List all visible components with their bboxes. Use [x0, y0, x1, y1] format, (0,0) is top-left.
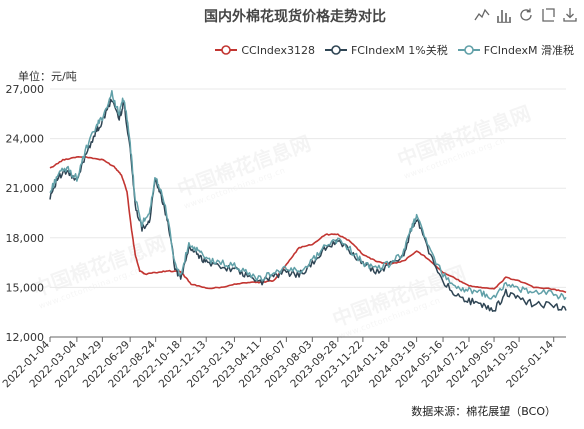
source-note: 数据来源：棉花展望（BCO） [411, 405, 556, 418]
unit-label: 单位：元/吨 [18, 70, 77, 83]
y-tick-label: 12,000 [6, 331, 45, 344]
series-line-1 [49, 98, 567, 312]
legend: CCIndex3128 FCIndexM 1%关税 FCIndexM 滑准税 [215, 42, 574, 58]
legend-swatch-fcs-icon [457, 45, 480, 55]
legend-item-fcs[interactable]: FCIndexM 滑准税 [457, 42, 574, 58]
y-tick-label: 27,000 [6, 83, 45, 96]
y-tick-label: 18,000 [6, 232, 45, 245]
restore-icon[interactable] [539, 6, 556, 23]
y-tick-label: 21,000 [6, 182, 45, 195]
legend-label-fc1: FCIndexM 1%关税 [350, 44, 448, 57]
bar-chart-icon[interactable] [495, 6, 512, 23]
refresh-icon[interactable] [517, 6, 534, 23]
toolbox [473, 6, 578, 23]
download-icon[interactable] [561, 6, 578, 23]
y-tick-label: 15,000 [6, 281, 45, 294]
legend-item-fc1[interactable]: FCIndexM 1%关税 [324, 42, 448, 58]
legend-item-cc[interactable]: CCIndex3128 [215, 42, 315, 58]
legend-label-fcs: FCIndexM 滑准税 [483, 44, 574, 57]
legend-swatch-cc-icon [215, 45, 238, 55]
series-line-2 [49, 89, 567, 301]
legend-label-cc: CCIndex3128 [241, 43, 315, 57]
legend-swatch-fc1-icon [324, 45, 347, 55]
y-tick-label: 24,000 [6, 133, 45, 146]
chart-title: 国内外棉花现货价格走势对比 [204, 9, 386, 25]
series-line-0 [49, 156, 567, 294]
line-chart-icon[interactable] [473, 6, 490, 23]
